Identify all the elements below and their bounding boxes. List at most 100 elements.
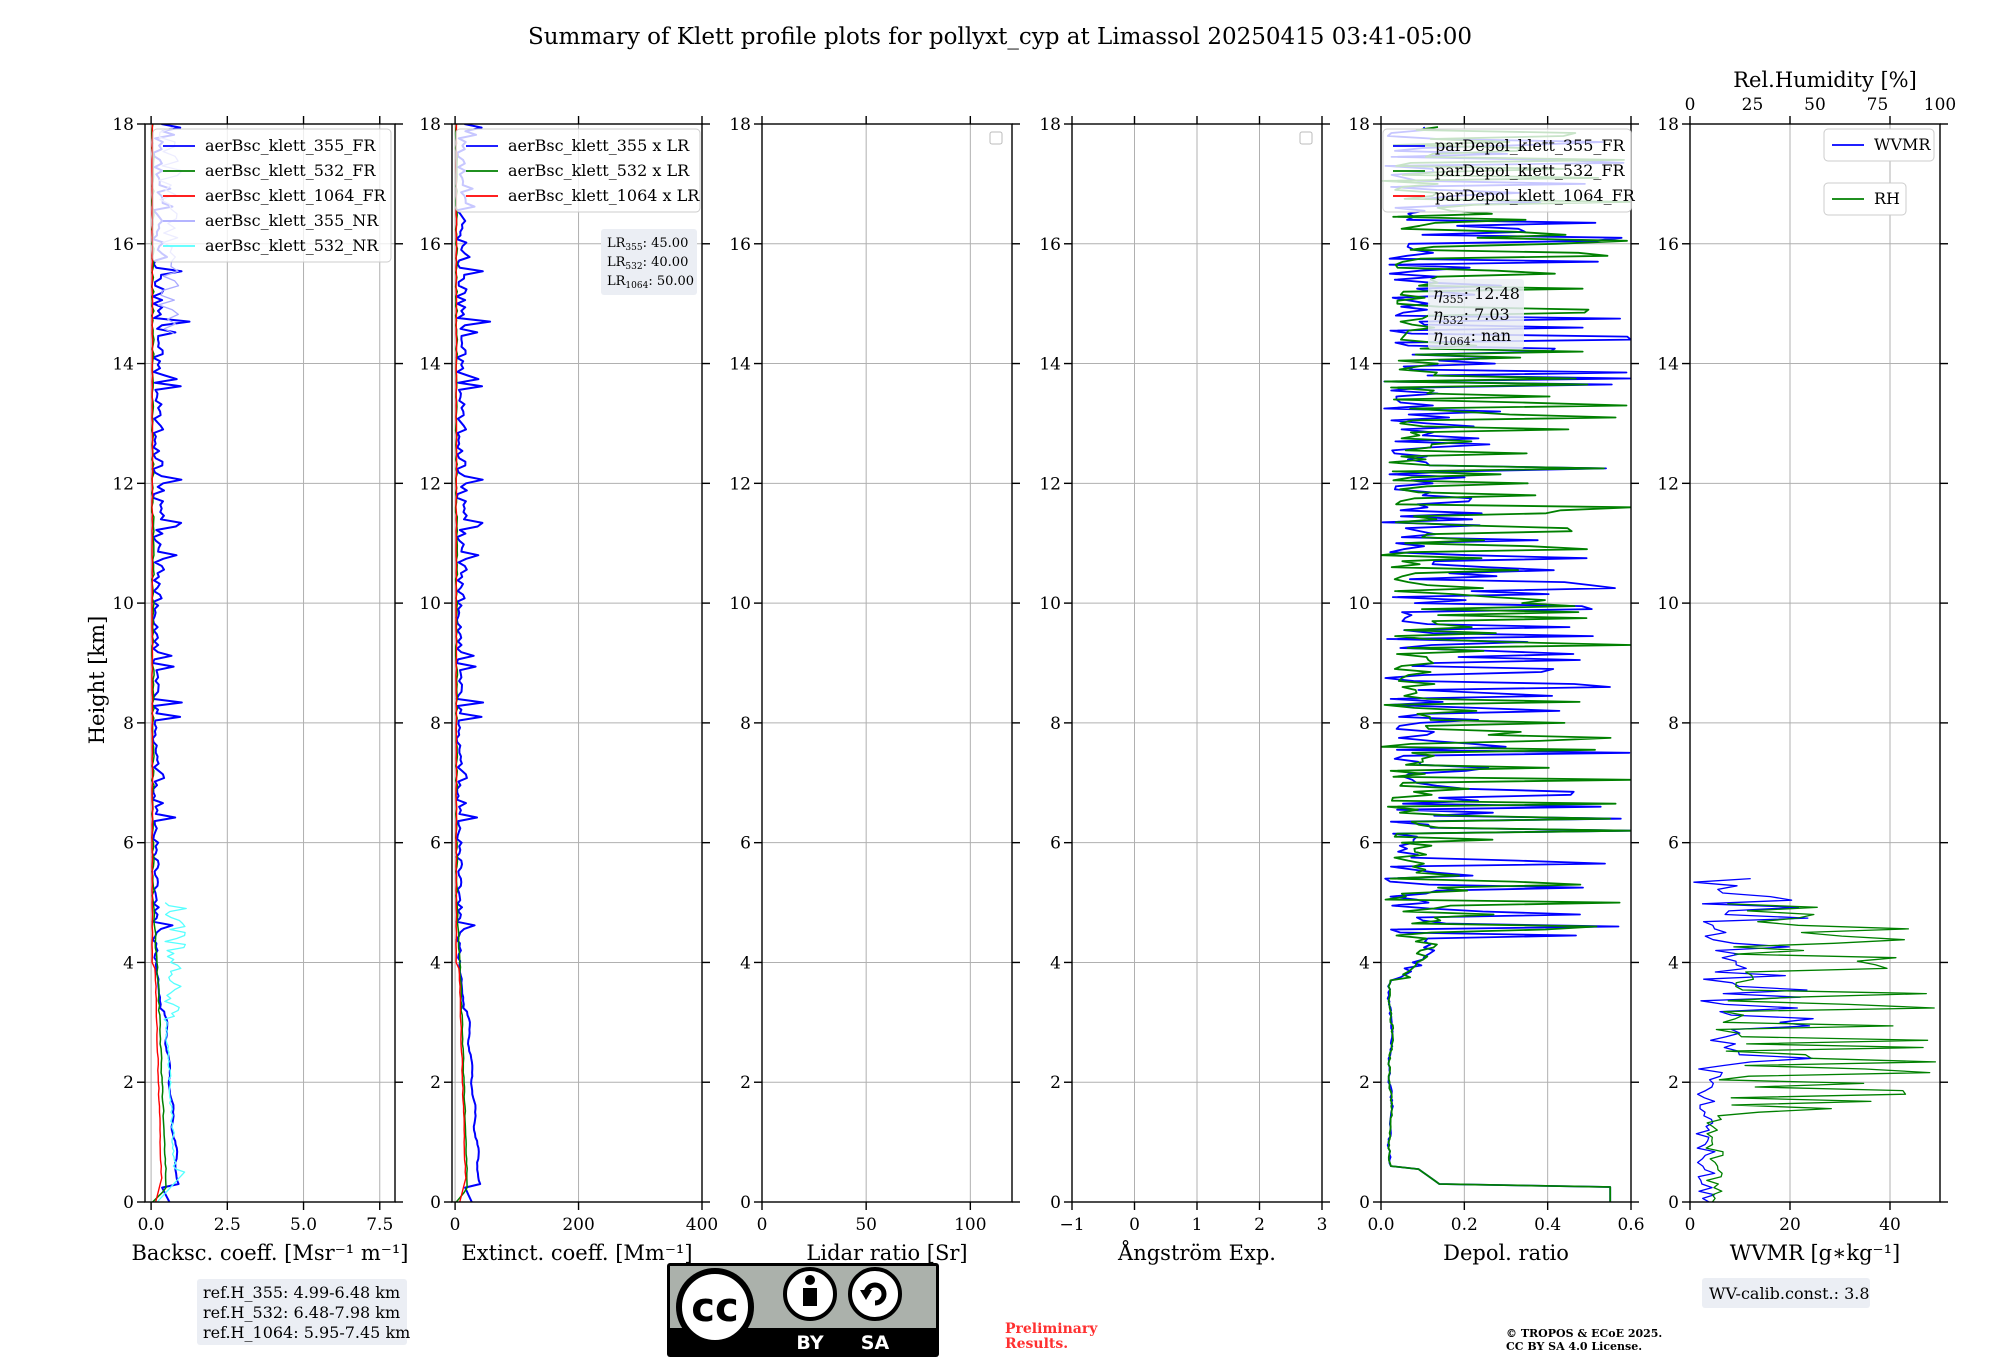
y-tick-label: 16 <box>1039 235 1061 255</box>
license-badge[interactable]: cc BY SA <box>667 1263 939 1357</box>
y-tick-label: 6 <box>740 834 751 854</box>
empty-legend <box>1299 131 1313 145</box>
legend-label: WVMR <box>1874 135 1931 154</box>
x-tick-label: 1 <box>1192 1215 1203 1235</box>
x-tick-label: 0 <box>450 1215 461 1235</box>
lr-info-text: LR355: 45.00 <box>607 236 688 253</box>
x-axis-label: Depol. ratio <box>1443 1241 1569 1265</box>
lr-info-text: LR532: 40.00 <box>607 255 688 272</box>
x-tick-label: 200 <box>562 1215 594 1235</box>
x-tick-label: 7.5 <box>366 1215 393 1235</box>
y-tick-label: 2 <box>1359 1073 1370 1093</box>
y-tick-label: 12 <box>112 474 134 494</box>
cc-logo-text: cc <box>691 1285 738 1331</box>
legend-label: aerBsc_klett_355_NR <box>205 211 379 230</box>
preliminary-line-2: Results. <box>1005 1336 1068 1352</box>
y-tick-label: 18 <box>1657 115 1679 135</box>
traces-ext <box>454 124 492 1202</box>
y-tick-label: 6 <box>1050 834 1061 854</box>
series-line-WVMR <box>1693 877 1814 1202</box>
y-tick-label: 12 <box>1348 474 1370 494</box>
refh-info-text: ref.H_532: 6.48-7.98 km <box>203 1303 400 1322</box>
y-tick-label: 4 <box>740 953 751 973</box>
y-tick-label: 8 <box>740 714 751 734</box>
y-tick-label: 2 <box>740 1073 751 1093</box>
y-tick-label: 14 <box>419 355 441 375</box>
y-tick-label: 14 <box>1039 355 1061 375</box>
legend-box-WVMR <box>1823 128 1935 162</box>
copyright-line-1: © TROPOS & ECoE 2025. <box>1506 1327 1662 1340</box>
traces-wv <box>1693 877 1937 1202</box>
y-tick-label: 2 <box>1050 1073 1061 1093</box>
panel-lr: 0 2 4 6 8 10 12 14 16 18 0 50 100 Lidar ratio [Sr] <box>729 115 1020 1265</box>
copyright-line-2: CC BY SA 4.0 License. <box>1506 1340 1642 1353</box>
eta-info-text: η355: 12.48 <box>1433 284 1520 306</box>
y-axis-label: Height [km] <box>85 616 109 745</box>
y-tick-label: 0 <box>1050 1193 1061 1213</box>
legend-label: parDepol_klett_1064_FR <box>1435 186 1636 205</box>
axes-frame <box>1380 123 1632 1203</box>
y-tick-label: 16 <box>419 235 441 255</box>
wv-calib-box <box>1702 1278 1870 1308</box>
figure-title: Summary of Klett profile plots for polly… <box>528 24 1472 50</box>
y-tick-label: 0 <box>1359 1193 1370 1213</box>
legend-ext: aerBsc_klett_355 x LR aerBsc_klett_532 x … <box>455 128 701 213</box>
legend-label: aerBsc_klett_532_NR <box>205 236 379 255</box>
x-tick-label: 0.4 <box>1534 1215 1561 1235</box>
y-tick-label: 0 <box>123 1193 134 1213</box>
eta-info-text: η1064: nan <box>1433 326 1511 348</box>
x-tick-label: 0.0 <box>1367 1215 1394 1235</box>
top-x-axis-label: Rel.Humidity [%] <box>1733 68 1917 92</box>
y-tick-label: 2 <box>123 1073 134 1093</box>
legend-label: aerBsc_klett_1064_FR <box>205 186 387 205</box>
y-tick-label: 4 <box>1359 953 1370 973</box>
x-tick-label: 2 <box>1254 1215 1265 1235</box>
legend-box <box>1382 128 1632 213</box>
y-tick-label: 6 <box>430 834 441 854</box>
y-tick-label: 10 <box>1039 594 1061 614</box>
license-by-text: BY <box>796 1332 823 1354</box>
y-tick-label: 16 <box>112 235 134 255</box>
y-tick-label: 14 <box>1348 355 1370 375</box>
y-tick-label: 8 <box>430 714 441 734</box>
y-tick-label: 12 <box>1657 474 1679 494</box>
refh-info-box <box>197 1279 407 1345</box>
y-tick-label: 6 <box>123 834 134 854</box>
panel-wv: 0 2 4 6 8 10 12 14 16 18 0 20 40 WVMR [g∗kg⁻¹] 0 25 50 75… <box>1657 68 1956 1308</box>
axes-frame <box>761 123 1013 1203</box>
legend-label: aerBsc_klett_532 x LR <box>508 161 690 180</box>
top-x-tick-label: 100 <box>1924 95 1956 115</box>
legend-label: aerBsc_klett_355_FR <box>205 136 376 155</box>
x-tick-label: 5.0 <box>290 1215 317 1235</box>
x-axis-label: Ångström Exp. <box>1117 1240 1276 1265</box>
y-tick-label: 4 <box>123 953 134 973</box>
refh-info-text: ref.H_1064: 5.95-7.45 km <box>203 1323 410 1342</box>
series-line-aerBsc_klett_1064_FR <box>151 124 163 1202</box>
y-tick-label: 14 <box>729 355 751 375</box>
x-tick-label: 0.0 <box>138 1215 165 1235</box>
x-tick-label: 0 <box>757 1215 768 1235</box>
legend-box <box>152 128 392 263</box>
x-axis-label: Backsc. coeff. [Msr⁻¹ m⁻¹] <box>132 1241 409 1265</box>
series-line-aerBsc_klett_1064 x LR <box>455 124 467 1202</box>
y-tick-label: 8 <box>123 714 134 734</box>
traces-bsc <box>150 124 191 1202</box>
legend-label: RH <box>1874 189 1900 208</box>
legend-label: aerBsc_klett_355 x LR <box>508 136 690 155</box>
series-line-aerBsc_klett_532_NR <box>156 902 187 1202</box>
eta-info-text: η532: 7.03 <box>1433 305 1510 327</box>
y-tick-label: 10 <box>729 594 751 614</box>
sa-icon <box>848 1267 902 1321</box>
panel-bsc: 0 2 4 6 8 10 12 14 16 18 0.0 2.5 5.0 7.5 Backsc. coeff… <box>112 115 410 1345</box>
by-icon <box>783 1267 837 1321</box>
y-tick-label: 12 <box>729 474 751 494</box>
axes-frame <box>1689 123 1941 1203</box>
top-x-tick-label: 75 <box>1867 95 1889 115</box>
x-axis-label: WVMR [g∗kg⁻¹] <box>1730 1241 1901 1265</box>
lr-info-text: LR1064: 50.00 <box>607 274 694 291</box>
x-tick-label: 0 <box>1685 1215 1696 1235</box>
license-sa-text: SA <box>861 1332 890 1354</box>
x-tick-label: 2.5 <box>214 1215 241 1235</box>
axes-frame <box>144 123 396 1203</box>
